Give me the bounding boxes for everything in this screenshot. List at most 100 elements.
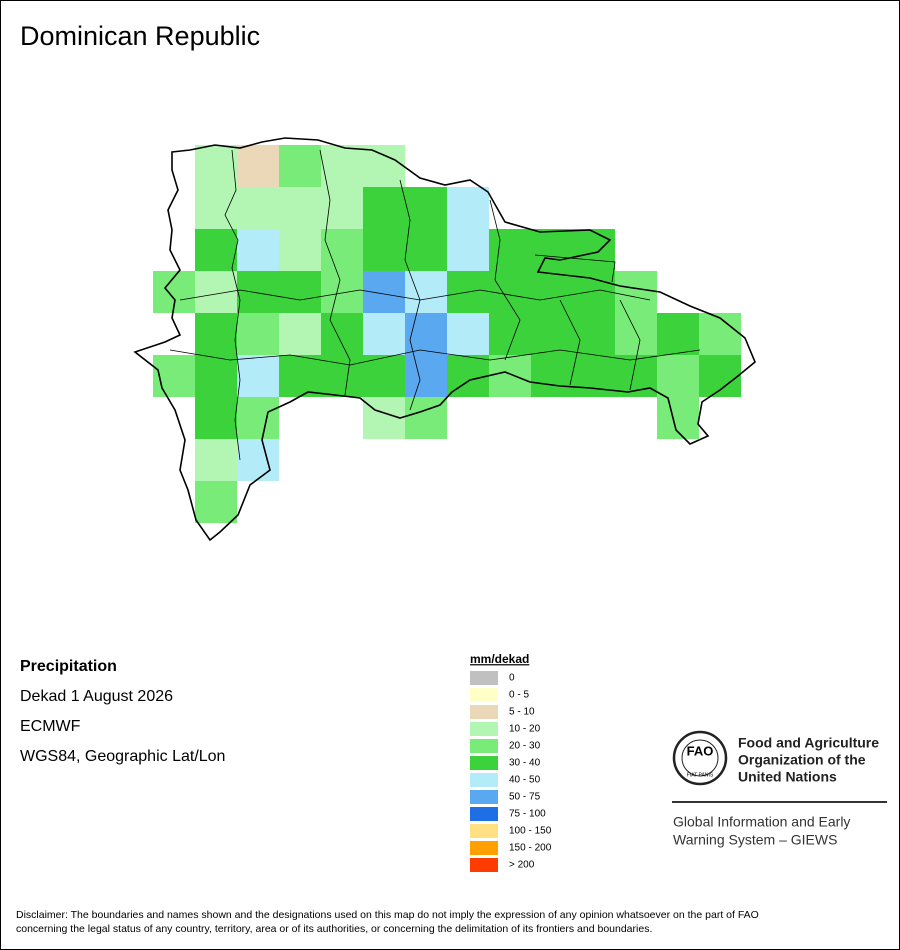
grid-cell: [447, 313, 489, 355]
precip-grid: [153, 145, 741, 523]
info-line: Dekad 1 August 2026: [20, 688, 173, 705]
legend-label: 0 - 5: [509, 690, 529, 701]
legend-swatch: [470, 858, 498, 872]
grid-cell: [237, 397, 279, 439]
grid-cell: [489, 271, 531, 313]
grid-cell: [237, 355, 279, 397]
grid-cell: [531, 313, 573, 355]
info-line: Precipitation: [20, 658, 117, 675]
grid-cell: [279, 145, 321, 187]
grid-cell: [363, 313, 405, 355]
legend-swatch: [470, 773, 498, 787]
grid-cell: [195, 145, 237, 187]
grid-cell: [321, 313, 363, 355]
legend-label: 50 - 75: [509, 792, 541, 803]
legend-label: 75 - 100: [509, 809, 546, 820]
grid-cell: [237, 271, 279, 313]
grid-cell: [321, 271, 363, 313]
grid-cell: [447, 187, 489, 229]
legend-swatch: [470, 790, 498, 804]
grid-cell: [195, 439, 237, 481]
grid-cell: [531, 355, 573, 397]
grid-cell: [615, 271, 657, 313]
info-line: WGS84, Geographic Lat/Lon: [20, 748, 225, 765]
legend-swatch: [470, 756, 498, 770]
legend-title: mm/dekad: [470, 652, 529, 666]
grid-cell: [279, 313, 321, 355]
grid-cell: [657, 313, 699, 355]
grid-cell: [363, 229, 405, 271]
grid-cell: [573, 229, 615, 271]
map-title: Dominican Republic: [20, 21, 260, 51]
logo-emblem: FAO: [687, 743, 714, 758]
grid-cell: [237, 229, 279, 271]
legend-swatch: [470, 671, 498, 685]
grid-cell: [195, 481, 237, 523]
legend-label: 5 - 10: [509, 707, 535, 718]
legend-swatch: [470, 739, 498, 753]
grid-cell: [405, 187, 447, 229]
grid-cell: [489, 313, 531, 355]
info-line: ECMWF: [20, 718, 81, 735]
legend-swatch: [470, 722, 498, 736]
org-name: Food and Agriculture: [738, 735, 879, 751]
org-name: Organization of the: [738, 752, 866, 768]
grid-cell: [195, 355, 237, 397]
legend-label: 10 - 20: [509, 724, 541, 735]
legend-label: 20 - 30: [509, 741, 541, 752]
grid-cell: [237, 439, 279, 481]
legend-label: 0: [509, 673, 515, 684]
grid-cell: [195, 229, 237, 271]
grid-cell: [573, 313, 615, 355]
logo-inner: [681, 739, 719, 777]
grid-cell: [279, 187, 321, 229]
grid-cell: [489, 355, 531, 397]
grid-cell: [195, 187, 237, 229]
grid-cell: [321, 229, 363, 271]
grid-cell: [321, 355, 363, 397]
grid-cell: [405, 355, 447, 397]
legend-label: 100 - 150: [509, 826, 552, 837]
legend: 0 0 - 5 5 - 10 10 - 20 20 - 30 30 - 40 40 - 50…: [470, 671, 552, 872]
grid-cell: [195, 313, 237, 355]
system-name: Warning System – GIEWS: [673, 832, 837, 848]
grid-cell: [321, 145, 363, 187]
grid-cell: [237, 145, 279, 187]
grid-cell: [531, 271, 573, 313]
grid-cell: [489, 229, 531, 271]
fao-logo: FAO FIAT PANIS: [672, 730, 728, 786]
grid-cell: [363, 355, 405, 397]
grid-cell: [279, 271, 321, 313]
grid-cell: [615, 313, 657, 355]
country-outline: [133, 137, 756, 542]
disclaimer: Disclaimer: The boundaries and names sho…: [16, 909, 759, 921]
legend-label: 150 - 200: [509, 843, 552, 854]
grid-cell: [363, 145, 405, 187]
grid-cell: [405, 229, 447, 271]
legend-swatch: [470, 688, 498, 702]
admin-boundaries: [169, 149, 701, 461]
legend-label: 40 - 50: [509, 775, 541, 786]
grid-cell: [531, 229, 573, 271]
legend-label: 30 - 40: [509, 758, 541, 769]
grid-cell: [279, 355, 321, 397]
grid-cell: [447, 229, 489, 271]
legend-swatch: [470, 705, 498, 719]
grid-cell: [237, 187, 279, 229]
legend-label: > 200: [509, 860, 535, 871]
grid-cell: [195, 271, 237, 313]
grid-cell: [321, 187, 363, 229]
org-name: United Nations: [738, 769, 837, 785]
logo-ring: [672, 730, 728, 786]
grid-cell: [279, 229, 321, 271]
grid-cell: [237, 313, 279, 355]
grid-cell: [195, 397, 237, 439]
disclaimer: concerning the legal status of any count…: [16, 923, 652, 935]
legend-swatch: [470, 807, 498, 821]
grid-cell: [699, 313, 741, 355]
grid-cell: [363, 271, 405, 313]
logo-motto: FIAT PANIS: [687, 772, 714, 778]
